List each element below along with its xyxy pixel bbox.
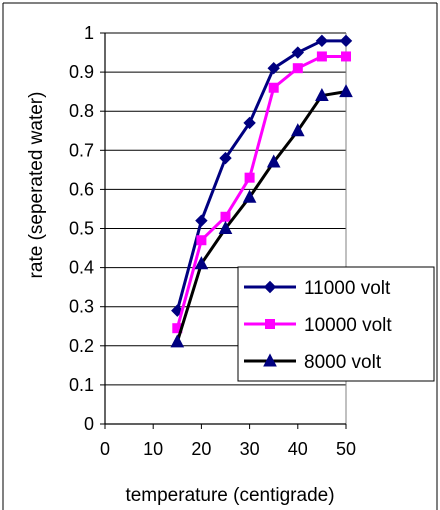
data-point-marker <box>220 211 231 222</box>
y-tick-label: 0.9 <box>69 62 94 82</box>
data-point-marker <box>218 220 233 234</box>
y-tick-label: 0.2 <box>69 336 94 356</box>
x-tick-label: 40 <box>288 439 308 459</box>
data-point-marker <box>292 63 303 74</box>
data-point-marker <box>339 34 353 48</box>
data-point-marker <box>315 87 329 102</box>
x-tick-label: 0 <box>100 439 110 459</box>
legend-label: 8000 volt <box>304 352 382 373</box>
x-axis-title: temperature (centigrade) <box>125 485 334 506</box>
data-point-marker <box>170 334 185 348</box>
data-point-marker <box>196 235 207 246</box>
series-2 <box>170 84 353 348</box>
y-tick-label: 0.5 <box>69 219 94 239</box>
y-tick-label: 0.1 <box>69 375 94 395</box>
data-point-marker <box>339 84 353 98</box>
data-point-marker <box>244 172 255 183</box>
y-tick-label: 0.7 <box>69 140 94 160</box>
data-point-marker <box>243 116 256 130</box>
data-point-marker <box>195 214 208 227</box>
x-tick-label: 10 <box>143 439 163 459</box>
data-point-marker <box>290 123 305 137</box>
series-line <box>175 90 347 343</box>
data-point-marker <box>242 189 257 203</box>
data-point-marker <box>263 280 277 294</box>
series-1 <box>172 51 351 334</box>
y-axis-title: rate (seperated water) <box>26 92 47 279</box>
y-tick-label: 0.4 <box>69 258 94 278</box>
series-0 <box>171 34 353 317</box>
y-tick-label: 0.3 <box>69 297 94 317</box>
data-point-marker <box>268 82 279 93</box>
y-tick-label: 1 <box>84 23 94 43</box>
data-point-marker <box>315 34 329 48</box>
legend-label: 10000 volt <box>304 315 392 336</box>
data-point-marker <box>267 61 280 75</box>
x-tick-label: 30 <box>240 439 260 459</box>
data-point-marker <box>266 154 281 168</box>
data-point-marker <box>194 256 209 270</box>
data-point-marker <box>219 151 232 165</box>
y-tick-label: 0 <box>84 414 94 434</box>
y-tick-label: 0.6 <box>69 179 94 199</box>
data-point-marker <box>316 51 327 62</box>
x-tick-label: 50 <box>336 439 356 459</box>
x-tick-label: 20 <box>191 439 211 459</box>
data-point-marker <box>291 46 305 59</box>
legend-label: 11000 volt <box>304 278 391 299</box>
data-point-marker <box>263 353 277 367</box>
data-point-marker <box>265 319 275 329</box>
data-point-marker <box>341 51 351 62</box>
y-tick-label: 0.8 <box>69 101 94 121</box>
